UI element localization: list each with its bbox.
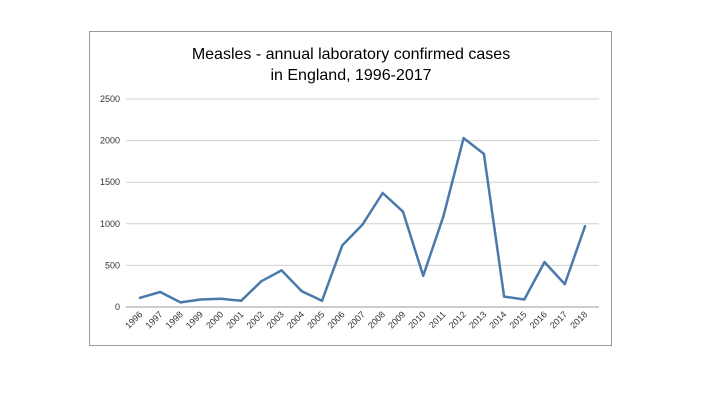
y-tick-label: 0 <box>115 302 120 312</box>
x-tick-label: 2011 <box>427 309 448 330</box>
data-point <box>482 152 486 156</box>
x-tick-label: 2005 <box>305 309 326 330</box>
data-point <box>239 299 243 302</box>
data-point <box>401 210 405 213</box>
x-tick-label: 2008 <box>366 309 387 330</box>
x-tick-label: 2015 <box>507 309 528 330</box>
x-tick-label: 2006 <box>325 309 346 330</box>
x-tick-label: 2009 <box>386 309 407 330</box>
data-point <box>421 274 425 277</box>
x-tick-label: 2007 <box>346 309 367 330</box>
y-tick-label: 500 <box>105 260 120 270</box>
chart-frame: Measles - annual laboratory confirmed ca… <box>89 31 612 346</box>
x-tick-label: 2001 <box>224 309 245 330</box>
data-point <box>219 297 223 300</box>
x-tick-label: 1998 <box>164 309 185 330</box>
data-point <box>341 244 344 247</box>
data-point <box>300 289 304 293</box>
x-tick-label: 2000 <box>204 309 225 330</box>
chart-title-line-2: in England, 1996-2017 <box>270 67 431 84</box>
data-point <box>361 223 364 226</box>
data-point <box>523 298 526 301</box>
line-chart: Measles - annual laboratory confirmed ca… <box>100 46 599 331</box>
data-point <box>280 269 283 272</box>
data-point <box>563 282 566 286</box>
data-point <box>320 299 324 302</box>
x-tick-label: 2004 <box>285 309 306 330</box>
x-tick-label: 2003 <box>265 309 286 330</box>
data-point <box>138 296 142 300</box>
y-tick-label: 2500 <box>100 94 120 104</box>
x-tick-label: 1996 <box>123 309 144 330</box>
data-point <box>179 301 182 304</box>
x-tick-label: 2010 <box>406 309 427 330</box>
chart-title-line-1: Measles - annual laboratory confirmed ca… <box>192 46 510 63</box>
data-point <box>381 191 384 195</box>
data-point <box>583 225 587 228</box>
series-line <box>138 136 587 304</box>
x-tick-label: 1997 <box>143 309 164 330</box>
x-tick-label: 2012 <box>447 309 468 330</box>
x-tick-label: 2013 <box>467 309 488 330</box>
x-tick-label: 2016 <box>528 309 549 330</box>
x-tick-label: 2002 <box>245 309 266 330</box>
x-tick-label: 2018 <box>568 309 589 330</box>
x-tick-label: 1999 <box>184 309 205 330</box>
data-point <box>462 136 465 140</box>
data-point <box>442 215 445 218</box>
data-point <box>543 260 546 264</box>
x-tick-label: 2017 <box>548 309 569 330</box>
data-point <box>159 290 162 294</box>
y-tick-label: 1000 <box>100 219 120 229</box>
data-point <box>199 298 202 301</box>
y-tick-label: 2000 <box>100 136 120 146</box>
data-point <box>502 295 506 298</box>
y-tick-label: 1500 <box>100 177 120 187</box>
x-tick-label: 2014 <box>487 309 508 330</box>
data-point <box>260 280 263 283</box>
